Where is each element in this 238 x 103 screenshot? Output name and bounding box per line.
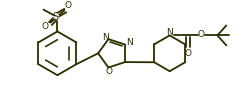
Text: N: N — [126, 38, 132, 47]
Text: S: S — [52, 12, 59, 22]
Text: O: O — [42, 22, 49, 31]
Text: O: O — [184, 49, 191, 58]
Text: O: O — [106, 67, 113, 76]
Text: O: O — [65, 1, 72, 10]
Text: O: O — [198, 30, 205, 39]
Text: N: N — [166, 28, 173, 37]
Text: N: N — [102, 33, 109, 42]
